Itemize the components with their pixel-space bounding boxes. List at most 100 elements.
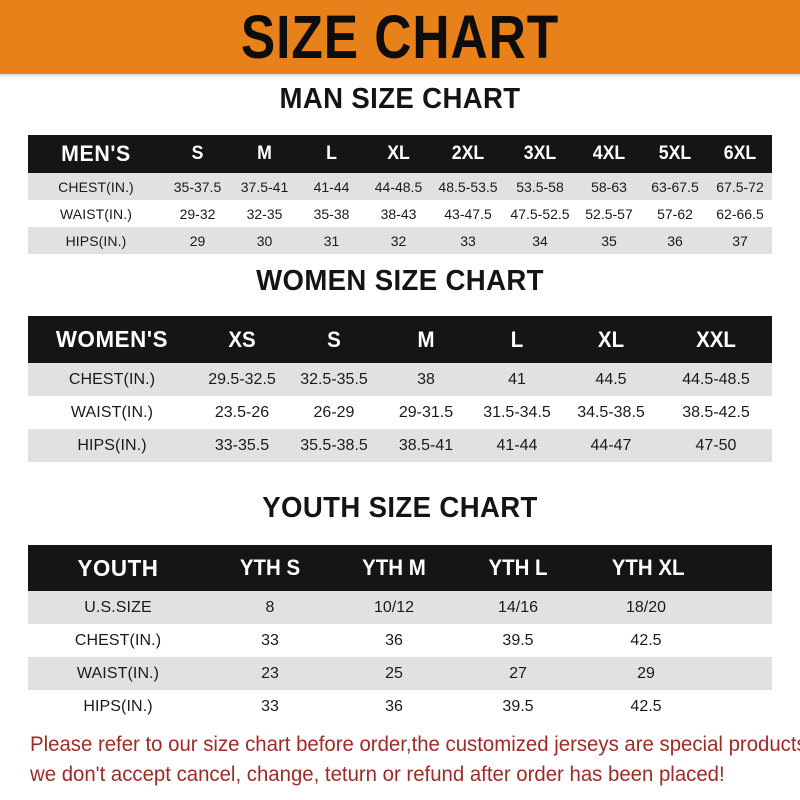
women-row-label-chest: CHEST(IN.) <box>68 370 156 388</box>
youth-chest-m: 36 <box>385 631 403 649</box>
men-hips-2xl: 33 <box>460 232 476 249</box>
youth-ussize-s: 8 <box>265 598 275 616</box>
men-hips-l: 31 <box>323 232 340 249</box>
youth-size-header-s: YTH S <box>239 555 301 580</box>
men-hips-xl: 32 <box>390 232 407 249</box>
youth-row-label-hips: HIPS(IN.) <box>83 697 153 715</box>
men-chest-s: 35-37.5 <box>173 178 222 195</box>
table-row: WAIST(IN.) 23.5-26 26-29 29-31.5 31.5-34… <box>28 396 772 429</box>
men-size-header-4xl: 4XL <box>592 143 626 164</box>
youth-hips-xl: 42.5 <box>630 697 662 715</box>
women-hips-xs: 33-35.5 <box>214 436 270 454</box>
men-size-header-6xl: 6XL <box>723 143 757 164</box>
youth-row-label-waist: WAIST(IN.) <box>76 664 160 682</box>
disclaimer-note: Please refer to our size chart before or… <box>30 730 800 790</box>
youth-waist-s: 23 <box>261 664 279 682</box>
table-row: HIPS(IN.) 33 36 39.5 42.5 <box>28 690 772 723</box>
women-waist-l: 31.5-34.5 <box>483 403 551 421</box>
youth-hips-l: 39.5 <box>502 697 534 715</box>
table-row: CHEST(IN.) 33 36 39.5 42.5 <box>28 624 772 657</box>
women-table-header-row: WOMEN'S XS S M L XL XXL <box>28 316 772 363</box>
women-waist-xl: 34.5-38.5 <box>577 403 645 421</box>
table-row: HIPS(IN.) 33-35.5 35.5-38.5 38.5-41 41-4… <box>28 429 772 462</box>
youth-row-label-chest: CHEST(IN.) <box>74 631 162 649</box>
youth-size-header-l: YTH L <box>488 555 548 580</box>
table-row: CHEST(IN.) 29.5-32.5 32.5-35.5 38 41 44.… <box>28 363 772 396</box>
men-size-header-xl: XL <box>387 143 410 164</box>
women-hips-m: 38.5-41 <box>398 436 454 454</box>
page-title: SIZE CHART <box>240 1 560 72</box>
women-hips-xxl: 47-50 <box>695 436 737 454</box>
women-chest-s: 32.5-35.5 <box>300 370 368 388</box>
banner-shadow <box>0 74 800 78</box>
men-size-header-3xl: 3XL <box>523 143 557 164</box>
women-size-header-s: S <box>327 326 341 352</box>
men-waist-s: 29-32 <box>179 205 216 222</box>
youth-row-label-ussize: U.S.SIZE <box>84 598 152 616</box>
men-hips-6xl: 37 <box>732 232 748 249</box>
men-chest-5xl: 63-67.5 <box>651 178 699 195</box>
table-row: CHEST(IN.) 35-37.5 37.5-41 41-44 44-48.5… <box>28 173 772 200</box>
men-chest-m: 37.5-41 <box>240 178 289 195</box>
women-waist-m: 29-31.5 <box>398 403 454 421</box>
men-size-header-l: L <box>326 143 337 164</box>
men-chest-2xl: 48.5-53.5 <box>438 178 498 195</box>
men-row-label-waist: WAIST(IN.) <box>59 205 133 222</box>
women-waist-xxl: 38.5-42.5 <box>682 403 750 421</box>
men-size-header-5xl: 5XL <box>658 143 692 164</box>
men-corner-label: MEN'S <box>61 141 131 166</box>
women-hips-l: 41-44 <box>496 436 538 454</box>
youth-size-header-xl: YTH XL <box>611 555 685 580</box>
youth-waist-xl: 29 <box>637 664 655 682</box>
men-table-header-row: MEN'S S M L XL 2XL 3XL 4XL 5XL 6XL <box>28 135 772 173</box>
men-size-header-s: S <box>191 143 204 164</box>
women-row-label-waist: WAIST(IN.) <box>70 403 154 421</box>
men-chest-l: 41-44 <box>313 178 350 195</box>
men-size-header-m: M <box>257 143 272 164</box>
youth-hips-s: 33 <box>261 697 279 715</box>
men-hips-5xl: 36 <box>667 232 683 249</box>
youth-size-table: YOUTH YTH S YTH M YTH L YTH XL U.S.SIZE … <box>28 545 772 723</box>
table-row: U.S.SIZE 8 10/12 14/16 18/20 <box>28 591 772 624</box>
men-waist-2xl: 43-47.5 <box>444 205 492 222</box>
men-waist-3xl: 47.5-52.5 <box>510 205 570 222</box>
men-chest-6xl: 67.5-72 <box>716 178 764 195</box>
men-waist-5xl: 57-62 <box>657 205 693 222</box>
men-chest-4xl: 58-63 <box>591 178 627 195</box>
disclaimer-line-1: Please refer to our size chart before or… <box>30 733 800 756</box>
table-row: HIPS(IN.) 29 30 31 32 33 34 35 36 37 <box>28 227 772 254</box>
page-banner: SIZE CHART <box>0 0 800 74</box>
youth-chest-xl: 42.5 <box>630 631 662 649</box>
men-waist-6xl: 62-66.5 <box>716 205 764 222</box>
women-size-header-l: L <box>510 326 524 352</box>
women-waist-xs: 23.5-26 <box>214 403 270 421</box>
youth-size-header-m: YTH M <box>362 555 426 580</box>
youth-ussize-xl: 18/20 <box>625 598 667 616</box>
men-size-header-2xl: 2XL <box>451 143 485 164</box>
women-size-header-m: M <box>417 326 435 352</box>
men-row-label-chest: CHEST(IN.) <box>58 178 134 195</box>
women-chest-m: 38 <box>417 370 435 388</box>
men-row-label-hips: HIPS(IN.) <box>65 232 127 249</box>
women-chest-xl: 44.5 <box>595 370 627 388</box>
women-hips-s: 35.5-38.5 <box>300 436 368 454</box>
men-chest-3xl: 53.5-58 <box>516 178 564 195</box>
men-waist-m: 32-35 <box>246 205 283 222</box>
youth-chest-l: 39.5 <box>502 631 534 649</box>
men-hips-3xl: 34 <box>532 232 548 249</box>
youth-waist-l: 27 <box>509 664 527 682</box>
youth-hips-m: 36 <box>385 697 403 715</box>
men-hips-m: 30 <box>256 232 273 249</box>
women-chest-xxl: 44.5-48.5 <box>682 370 750 388</box>
table-row: WAIST(IN.) 29-32 32-35 35-38 38-43 43-47… <box>28 200 772 227</box>
women-section-title: WOMEN SIZE CHART <box>256 265 544 297</box>
men-waist-l: 35-38 <box>313 205 350 222</box>
men-hips-4xl: 35 <box>601 232 617 249</box>
youth-section-title: YOUTH SIZE CHART <box>262 492 538 524</box>
youth-corner-label: YOUTH <box>77 554 159 581</box>
men-waist-4xl: 52.5-57 <box>585 205 633 222</box>
women-size-table: WOMEN'S XS S M L XL XXL CHEST(IN.) 29.5-… <box>28 316 772 462</box>
women-size-header-xs: XS <box>228 326 256 352</box>
women-hips-xl: 44-47 <box>590 436 632 454</box>
